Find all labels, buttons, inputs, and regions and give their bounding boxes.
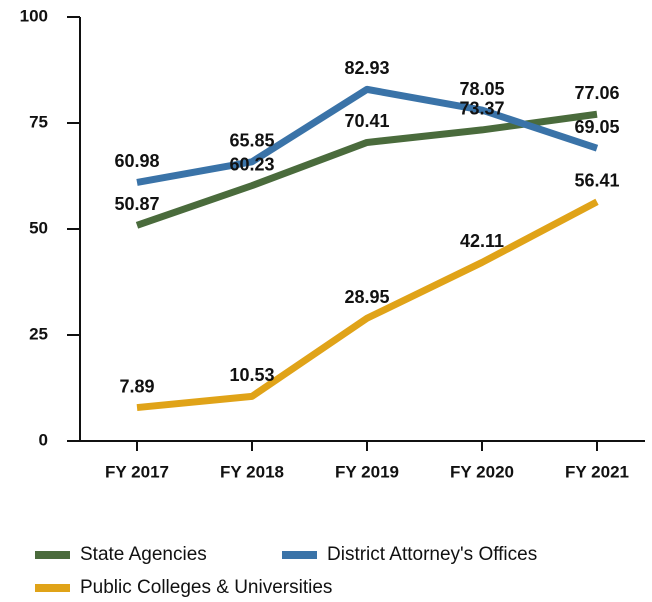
y-tick-label: 75 (29, 112, 48, 131)
series-line (136, 198, 599, 412)
legend-swatch (35, 584, 70, 592)
data-label: 70.41 (344, 111, 389, 131)
data-label: 7.89 (119, 376, 154, 396)
x-tick-label: FY 2017 (105, 462, 169, 481)
series-line (136, 85, 599, 186)
x-tick-label: FY 2019 (335, 462, 399, 481)
y-tick-label: 0 (39, 430, 48, 449)
data-label: 73.37 (459, 99, 504, 119)
data-label: 78.05 (459, 79, 504, 99)
data-label: 65.85 (229, 131, 274, 151)
legend-label: District Attorney's Offices (327, 544, 537, 565)
y-tick-label: 50 (29, 218, 48, 237)
data-label: 77.06 (574, 83, 619, 103)
data-label: 69.05 (574, 117, 619, 137)
legend-label: State Agencies (80, 544, 207, 565)
data-label: 82.93 (344, 58, 389, 78)
y-tick-label: 25 (29, 324, 48, 343)
data-label: 28.95 (344, 287, 389, 307)
data-label: 60.23 (229, 154, 274, 174)
legend-swatch (282, 551, 317, 559)
data-label: 42.11 (460, 231, 504, 251)
legend-label: Public Colleges & Universities (80, 577, 332, 598)
data-label: 56.41 (574, 171, 619, 191)
x-tick-label: FY 2021 (565, 462, 629, 481)
x-tick-label: FY 2020 (450, 462, 514, 481)
data-label: 50.87 (114, 194, 159, 214)
data-label: 10.53 (229, 365, 274, 385)
data-label: 60.98 (114, 151, 159, 171)
x-tick-label: FY 2018 (220, 462, 284, 481)
legend-swatch (35, 551, 70, 559)
y-tick-label: 100 (20, 6, 48, 25)
